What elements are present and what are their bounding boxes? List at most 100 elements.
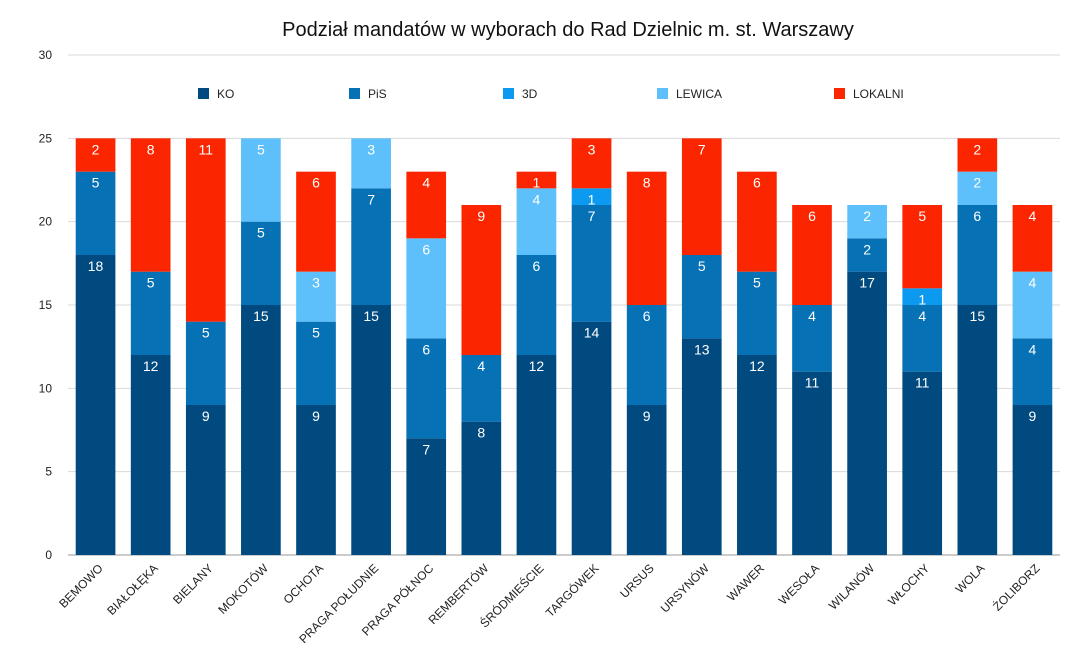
bar-segment-pis [241,221,281,305]
data-label: 15 [253,308,269,324]
y-tick-label: 5 [45,465,52,479]
x-category-label: BIAŁOŁĘKA [104,561,161,618]
bar-segment-ko [571,321,612,555]
gridlines [68,54,1060,556]
bar-segment-ko [406,438,447,555]
legend-swatch-ko [198,88,209,99]
bar-segment-pis [130,271,171,355]
bar-segment-lewica [351,138,391,189]
bar-segment-ko [902,371,943,555]
bar-segment-lewica [1012,271,1053,339]
data-label: 7 [588,208,596,224]
data-label: 6 [422,241,430,257]
bar-segment-lewica [406,238,447,339]
bar-segment-lokalni [792,205,832,305]
data-label: 12 [749,358,765,374]
bar-segment-ko [737,355,777,555]
bar-segment-lokalni [461,205,502,355]
data-label: 2 [973,175,981,191]
bar-segment-pis [681,255,722,339]
bar-segment-pis [185,321,226,405]
data-label: 7 [367,191,375,207]
y-tick-label: 30 [39,48,53,62]
bar-segment-pis [461,355,502,422]
x-category-label: ŻOLIBORZ [990,561,1042,613]
data-label: 17 [859,275,875,291]
data-label: 11 [199,141,214,157]
bar-segment-ko [75,255,116,555]
data-label: 5 [753,275,761,291]
data-label: 5 [257,141,265,157]
bar-segment-lokalni [75,138,116,172]
legend-swatch-pis [349,88,360,99]
bar-segment-lewica [296,271,336,322]
bar-segment-pis [792,305,832,372]
legend-label-lokalni: LOKALNI [853,87,904,101]
legend-label-ko: KO [217,87,234,101]
bar-segment-ko [847,271,887,555]
data-label: 9 [643,408,651,424]
data-labels: 1852125895111555953615737664849126411471… [88,141,1037,457]
bar-segment-pis [847,238,887,272]
bar-segment-ko [130,355,171,555]
data-label: 15 [970,308,986,324]
data-label: 12 [143,358,159,374]
bar-segment-pis [75,171,116,255]
bar-segment-3d [902,288,943,305]
data-label: 6 [643,308,651,324]
y-tick-label: 15 [39,298,53,312]
data-label: 9 [1029,408,1037,424]
data-label: 6 [973,208,981,224]
data-label: 11 [805,375,820,391]
bar-segment-lokalni [957,138,998,172]
data-label: 3 [312,275,320,291]
x-category-label: MOKOTÓW [215,560,272,617]
data-label: 6 [753,175,761,191]
bar-segment-pis [737,271,777,355]
data-label: 8 [477,425,485,441]
bar-segment-lokalni [737,171,777,272]
x-category-label: WILANÓW [825,560,878,613]
bar-segment-pis [1012,338,1053,405]
y-axis-ticks: 0 5 10 15 20 25 30 [39,48,53,562]
bar-segment-lewica [516,188,557,255]
data-label: 5 [257,225,265,241]
bar-segment-3d [571,188,612,205]
bar-segment-ko [185,405,226,555]
bar-segment-lokalni [1012,205,1053,272]
x-category-label: BIELANY [170,561,216,607]
bar-segment-ko [296,405,336,555]
x-category-label: URSUS [617,561,657,601]
bar-segment-lokalni [516,171,557,189]
data-label: 3 [588,141,596,157]
data-label: 1 [918,291,926,307]
bar-segment-ko [351,305,391,555]
bar-segment-lokalni [296,171,336,272]
bar-segment-lokalni [406,171,447,239]
bar-segment-ko [957,305,998,555]
x-category-label: WESOŁA [776,561,822,607]
legend-swatch-3d [503,88,514,99]
data-label: 15 [363,308,379,324]
data-label: 9 [202,408,210,424]
data-label: 2 [973,141,981,157]
data-label: 6 [422,341,430,357]
bar-segment-ko [626,405,667,555]
data-label: 4 [1029,275,1037,291]
data-label: 2 [863,241,871,257]
data-label: 3 [367,141,375,157]
legend-label-3d: 3D [522,87,538,101]
data-label: 5 [92,175,100,191]
bars [75,138,1053,555]
data-label: 1 [588,191,596,207]
legend-label-lewica: LEWICA [676,87,722,101]
bar-segment-pis [406,338,447,439]
bar-segment-lewica [957,171,998,205]
data-label: 13 [694,341,710,357]
data-label: 4 [918,308,926,324]
data-label: 6 [533,258,541,274]
bar-segment-ko [516,355,557,555]
chart-title: Podział mandatów w wyborach do Rad Dziel… [282,19,854,41]
